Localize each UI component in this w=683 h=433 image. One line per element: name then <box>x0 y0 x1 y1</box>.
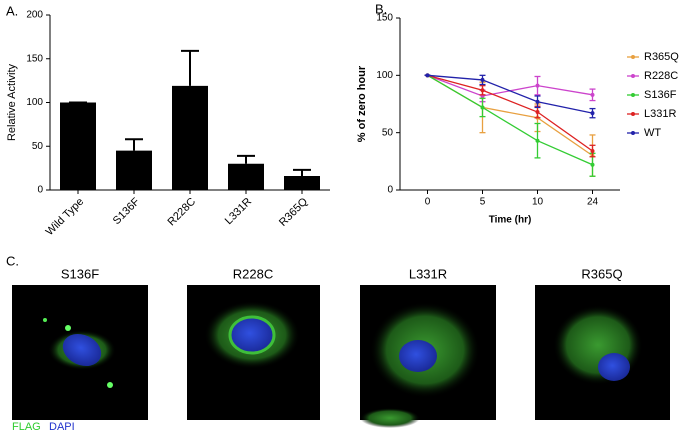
x-tick-label: 5 <box>480 197 486 208</box>
granule <box>107 382 113 388</box>
nucleus <box>62 333 102 367</box>
panel-label: A. <box>6 3 18 18</box>
y-tick-label: 0 <box>387 185 393 196</box>
series-line <box>427 74 593 97</box>
image-title: R228C <box>233 266 273 281</box>
point <box>535 138 540 143</box>
point <box>535 99 540 104</box>
bar <box>172 85 208 190</box>
bar <box>228 163 264 190</box>
point <box>590 162 595 167</box>
stain-label: FLAG <box>12 421 41 433</box>
image-title: R365Q <box>581 266 622 281</box>
image-title: S136F <box>61 266 99 281</box>
series-line <box>427 74 593 114</box>
point <box>535 110 540 115</box>
series-line <box>427 74 593 152</box>
y-tick-label: 100 <box>26 97 43 108</box>
y-tick-label: 0 <box>37 185 43 196</box>
point <box>425 73 430 78</box>
x-tick-label: S136F <box>111 196 143 228</box>
bar <box>116 150 152 190</box>
legend-label: L331R <box>644 108 676 120</box>
y-tick-label: 200 <box>26 10 43 21</box>
point <box>480 88 485 93</box>
legend-label: WT <box>644 127 661 139</box>
x-tick-label: 0 <box>425 197 431 208</box>
legend-marker <box>631 131 635 135</box>
stain-label: DAPI <box>49 421 75 433</box>
legend-marker <box>631 55 635 59</box>
legend-label: S136F <box>644 89 677 101</box>
point <box>590 149 595 154</box>
y-axis-label: Relative Activity <box>6 63 18 141</box>
series-line <box>427 74 593 166</box>
image-title: L331R <box>409 266 447 281</box>
bar <box>60 102 96 190</box>
y-tick-label: 100 <box>376 70 393 81</box>
x-tick-label: 24 <box>587 197 599 208</box>
panel-label: B. <box>375 1 387 16</box>
point <box>480 105 485 110</box>
granule <box>43 318 47 322</box>
series-line <box>427 74 593 157</box>
legend-marker <box>631 112 635 116</box>
cell <box>360 408 420 428</box>
bar <box>284 176 320 190</box>
granule <box>65 325 71 331</box>
point <box>480 77 485 82</box>
point <box>590 111 595 116</box>
micrographs <box>12 285 670 428</box>
legend-marker <box>631 74 635 78</box>
point <box>590 92 595 97</box>
legend-label: R228C <box>644 70 678 82</box>
cell <box>553 305 643 385</box>
nucleus <box>228 315 276 355</box>
x-tick-label: R228C <box>165 196 198 229</box>
x-tick-label: L331R <box>223 196 254 227</box>
x-tick-label: R365Q <box>277 195 310 228</box>
y-tick-label: 50 <box>32 141 44 152</box>
y-axis-label: % of zero hour <box>356 65 368 142</box>
y-tick-label: 150 <box>376 13 393 24</box>
x-tick-label: Wild Type <box>44 196 86 238</box>
x-axis-label: Time (hr) <box>489 215 532 226</box>
legend-marker <box>631 93 635 97</box>
y-tick-label: 150 <box>26 53 43 64</box>
nucleus <box>399 340 437 372</box>
y-tick-label: 50 <box>382 127 394 138</box>
point <box>535 83 540 88</box>
nucleus <box>598 353 630 381</box>
legend-label: R365Q <box>644 51 679 63</box>
x-tick-label: 10 <box>532 197 544 208</box>
panel-label: C. <box>6 253 19 268</box>
